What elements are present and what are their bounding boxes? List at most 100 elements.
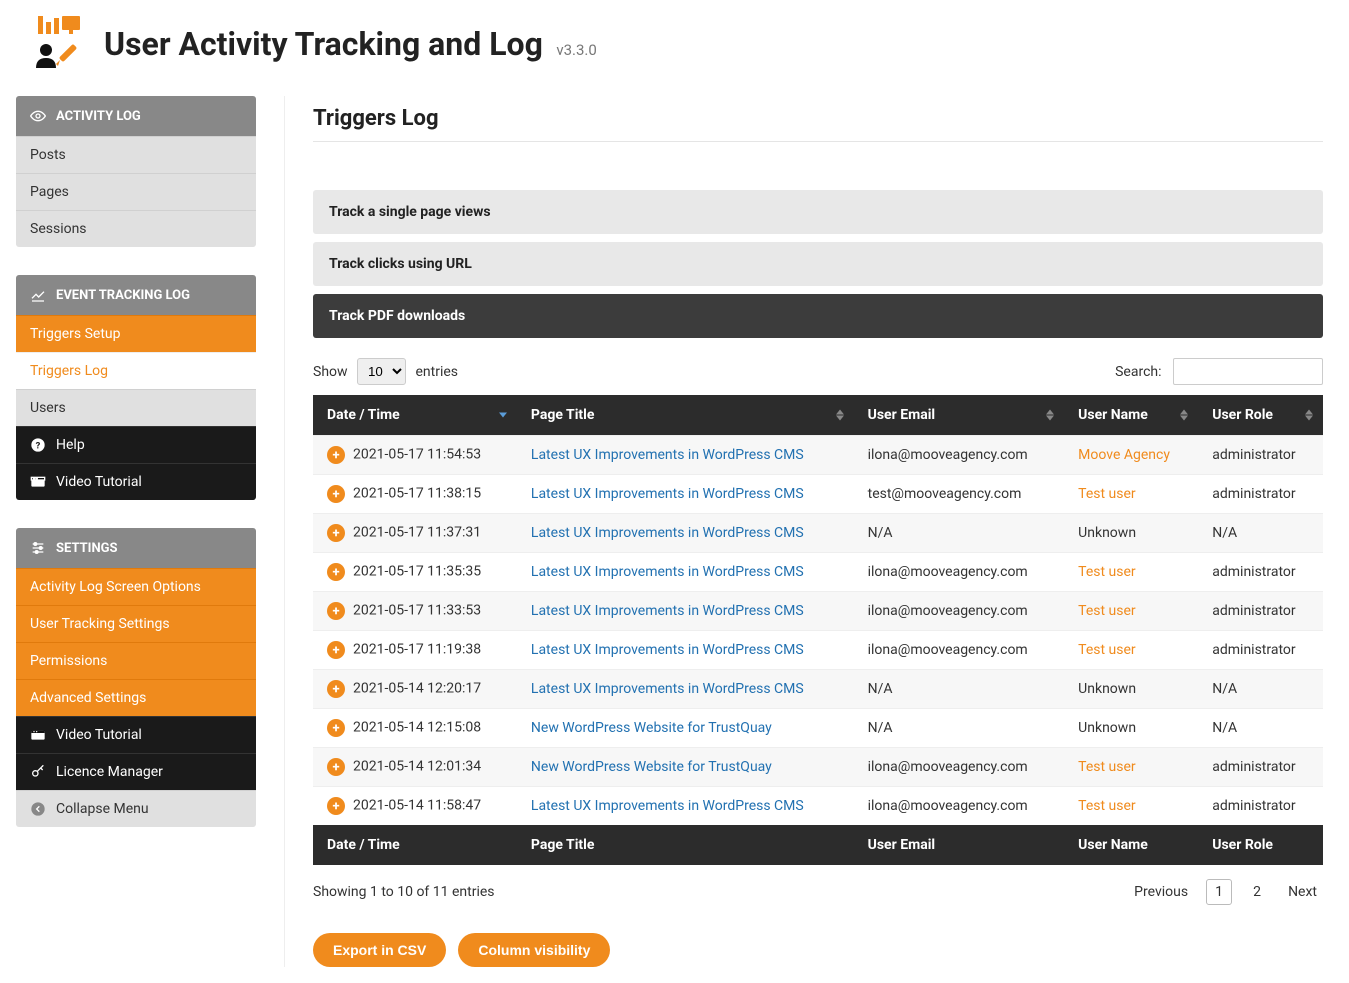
expand-icon[interactable]: + [327,524,345,542]
cell-page-title: Latest UX Improvements in WordPress CMS [517,553,854,592]
col-label: Page Title [531,407,595,423]
cell-page-title: Latest UX Improvements in WordPress CMS [517,436,854,475]
sidebar-header-label: SETTINGS [56,541,118,556]
sidebar-item-triggers-setup[interactable]: Triggers Setup [16,315,256,352]
expand-icon[interactable]: + [327,680,345,698]
cell-role: administrator [1198,748,1323,787]
sidebar-header-event-tracking: EVENT TRACKING LOG [16,275,256,315]
cell-role: N/A [1198,709,1323,748]
sidebar-section-settings: SETTINGS Activity Log Screen Options Use… [16,528,256,827]
page-link[interactable]: New WordPress Website for TrustQuay [531,759,772,775]
user-link[interactable]: Test user [1078,603,1136,619]
sidebar-section-activity-log: ACTIVITY LOG Posts Pages Sessions [16,96,256,247]
sidebar-item-triggers-log[interactable]: Triggers Log [16,352,256,389]
export-csv-button[interactable]: Export in CSV [313,933,446,967]
sidebar-item-advanced[interactable]: Advanced Settings [16,679,256,716]
datetime-text: 2021-05-17 11:35:35 [353,564,481,580]
sidebar-item-video-tutorial-2[interactable]: Video Tutorial [16,716,256,753]
foot-user-role: User Role [1198,825,1323,865]
page-link[interactable]: Latest UX Improvements in WordPress CMS [531,564,804,580]
sidebar-item-label: Pages [30,184,69,200]
expand-icon[interactable]: + [327,797,345,815]
pagination-page-2[interactable]: 2 [1244,879,1270,905]
sidebar-item-user-tracking[interactable]: User Tracking Settings [16,605,256,642]
page-link[interactable]: Latest UX Improvements in WordPress CMS [531,798,804,814]
key-icon [30,764,46,780]
content-title: Triggers Log [313,106,1323,131]
sidebar-item-posts[interactable]: Posts [16,136,256,173]
cell-page-title: Latest UX Improvements in WordPress CMS [517,631,854,670]
page-size-select[interactable]: 10 [357,358,406,385]
sidebar-item-sessions[interactable]: Sessions [16,210,256,247]
search-input[interactable] [1173,358,1323,385]
sidebar-item-help[interactable]: ? Help [16,426,256,463]
sidebar-item-label: Video Tutorial [56,474,142,490]
main-content: Triggers Log Track a single page views T… [284,96,1333,967]
user-link[interactable]: Test user [1078,759,1136,775]
accordion-clicks-url[interactable]: Track clicks using URL [313,242,1323,286]
accordion-single-page[interactable]: Track a single page views [313,190,1323,234]
pagination-page-1[interactable]: 1 [1206,879,1232,905]
expand-icon[interactable]: + [327,758,345,776]
sidebar-item-label: Licence Manager [56,764,163,780]
sliders-icon [30,540,46,556]
user-link[interactable]: Test user [1078,642,1136,658]
col-user-role[interactable]: User Role [1198,395,1323,436]
accordion-pdf-downloads[interactable]: Track PDF downloads [313,294,1323,338]
pagination-next[interactable]: Next [1282,879,1323,905]
col-user-name[interactable]: User Name [1064,395,1198,436]
page-link[interactable]: New WordPress Website for TrustQuay [531,720,772,736]
table-row: +2021-05-17 11:19:38Latest UX Improvemen… [313,631,1323,670]
page-link[interactable]: Latest UX Improvements in WordPress CMS [531,642,804,658]
question-icon: ? [30,437,46,453]
expand-icon[interactable]: + [327,641,345,659]
sidebar-item-screen-options[interactable]: Activity Log Screen Options [16,568,256,605]
sidebar-item-pages[interactable]: Pages [16,173,256,210]
sort-icon [836,410,844,421]
sidebar-item-permissions[interactable]: Permissions [16,642,256,679]
collapse-icon [30,801,46,817]
expand-icon[interactable]: + [327,602,345,620]
sidebar-item-users[interactable]: Users [16,389,256,426]
cell-user-name: Test user [1064,787,1198,826]
column-visibility-button[interactable]: Column visibility [458,933,610,967]
cell-datetime: +2021-05-17 11:33:53 [313,592,517,631]
page-link[interactable]: Latest UX Improvements in WordPress CMS [531,525,804,541]
foot-user-email: User Email [854,825,1065,865]
foot-datetime: Date / Time [313,825,517,865]
col-page-title[interactable]: Page Title [517,395,854,436]
cell-email: test@mooveagency.com [854,475,1065,514]
sidebar-item-label: Video Tutorial [56,727,142,743]
video-icon [30,727,46,743]
expand-icon[interactable]: + [327,446,345,464]
sidebar-item-collapse[interactable]: Collapse Menu [16,790,256,827]
expand-icon[interactable]: + [327,485,345,503]
page-link[interactable]: Latest UX Improvements in WordPress CMS [531,486,804,502]
col-datetime[interactable]: Date / Time [313,395,517,436]
sort-icon [1046,410,1054,421]
cell-user-name: Unknown [1064,514,1198,553]
expand-icon[interactable]: + [327,719,345,737]
page-link[interactable]: Latest UX Improvements in WordPress CMS [531,681,804,697]
user-link[interactable]: Test user [1078,798,1136,814]
user-link[interactable]: Test user [1078,564,1136,580]
cell-email: ilona@mooveagency.com [854,631,1065,670]
cell-email: ilona@mooveagency.com [854,748,1065,787]
table-row: +2021-05-14 12:15:08New WordPress Websit… [313,709,1323,748]
expand-icon[interactable]: + [327,563,345,581]
datetime-text: 2021-05-14 12:01:34 [353,759,481,775]
cell-email: ilona@mooveagency.com [854,787,1065,826]
page-link[interactable]: Latest UX Improvements in WordPress CMS [531,447,804,463]
sidebar-item-label: Advanced Settings [30,690,146,706]
cell-user-name: Unknown [1064,670,1198,709]
col-user-email[interactable]: User Email [854,395,1065,436]
pagination-previous[interactable]: Previous [1128,879,1194,905]
col-label: User Email [868,407,936,423]
page-link[interactable]: Latest UX Improvements in WordPress CMS [531,603,804,619]
user-link[interactable]: Test user [1078,486,1136,502]
user-link[interactable]: Moove Agency [1078,447,1170,463]
page-size-control: Show 10 entries [313,358,458,385]
sidebar-item-video-tutorial[interactable]: Video Tutorial [16,463,256,500]
pagination: Previous 1 2 Next [1128,879,1323,905]
sidebar-item-licence[interactable]: Licence Manager [16,753,256,790]
